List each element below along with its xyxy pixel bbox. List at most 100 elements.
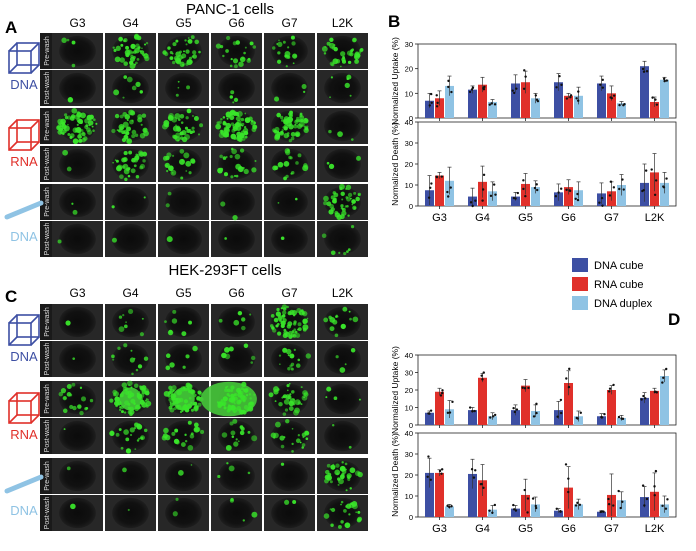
- fluorescence-dot: [192, 54, 197, 59]
- fluorescence-dot: [335, 355, 339, 359]
- fluorescence-dot: [296, 116, 300, 121]
- fluorescence-dot: [238, 408, 242, 412]
- fluorescence-dot: [186, 108, 192, 114]
- data-point: [608, 387, 612, 390]
- fluorescence-dot: [188, 389, 192, 393]
- fluorescence-dot: [139, 90, 143, 94]
- fluorescence-dot: [85, 124, 89, 128]
- fluorescence-dot: [164, 320, 167, 324]
- fluorescence-dot: [290, 362, 295, 367]
- cube-edge: [8, 392, 18, 402]
- data-point: [536, 188, 539, 192]
- fluorescence-dot: [188, 320, 192, 325]
- row-label-strip: [40, 108, 52, 144]
- fluorescence-dot: [230, 133, 237, 140]
- fluorescence-dot: [299, 441, 302, 444]
- fluorescence-dot: [114, 159, 117, 162]
- fluorescence-dot: [182, 63, 185, 66]
- bar: [617, 418, 626, 425]
- data-point: [567, 477, 570, 480]
- fluorescence-dot: [331, 62, 335, 67]
- bar: [445, 85, 454, 118]
- fluorescence-dot: [252, 45, 257, 49]
- data-point: [535, 98, 539, 101]
- y-tick-label: 20: [405, 65, 413, 74]
- data-point: [565, 97, 569, 100]
- fluorescence-dot: [139, 393, 145, 399]
- fluorescence-dot: [193, 422, 199, 428]
- fluorescence-dot: [115, 404, 118, 408]
- fluorescence-dot: [237, 440, 240, 443]
- bar: [531, 411, 540, 425]
- fluorescence-dot: [280, 444, 285, 449]
- data-point: [653, 485, 656, 488]
- fluorescence-dot: [302, 318, 308, 324]
- fluorescence-dot: [225, 156, 228, 158]
- fluorescence-dot: [184, 439, 188, 443]
- x-tick-label: G5: [518, 523, 533, 535]
- fluorescence-dot: [136, 392, 140, 396]
- duplex-strand: [4, 474, 44, 494]
- fluorescence-dot: [143, 428, 148, 433]
- fluorescence-dot: [71, 202, 74, 205]
- fluorescence-dot: [116, 400, 122, 406]
- column-label: G7: [281, 286, 297, 300]
- fluorescence-dot: [115, 432, 120, 437]
- data-point: [514, 509, 518, 512]
- fluorescence-dot: [346, 50, 353, 56]
- data-point: [469, 201, 473, 204]
- data-point: [522, 87, 526, 91]
- data-point: [513, 410, 517, 414]
- spot: [59, 148, 96, 180]
- data-point: [441, 389, 444, 392]
- fluorescence-dot: [248, 116, 253, 122]
- fluorescence-dot: [350, 225, 355, 229]
- fluorescence-dot: [233, 319, 240, 326]
- data-point: [446, 504, 449, 508]
- data-point: [653, 493, 656, 497]
- fluorescence-dot: [217, 403, 222, 409]
- fluorescence-dot: [168, 165, 174, 172]
- fluorescence-dot: [347, 248, 351, 252]
- fluorescence-dot: [138, 391, 141, 393]
- fluorescence-dot: [69, 393, 73, 397]
- fluorescence-dot: [239, 148, 245, 153]
- fluorescence-dot: [235, 40, 240, 45]
- fluorescence-dot: [190, 408, 194, 412]
- data-point: [451, 400, 454, 404]
- fluorescence-dot: [242, 410, 247, 415]
- fluorescence-dot: [243, 404, 249, 410]
- fluorescence-dot: [62, 408, 68, 414]
- fluorescence-dot: [282, 317, 285, 320]
- fluorescence-dot: [291, 41, 296, 46]
- fluorescence-dot: [246, 58, 251, 63]
- fluorescence-dot: [197, 133, 201, 136]
- fluorescence-dot: [245, 388, 249, 392]
- data-point: [663, 79, 666, 83]
- spot: [271, 497, 308, 529]
- fluorescence-dot: [330, 207, 335, 212]
- fluorescence-dot: [181, 331, 187, 337]
- fluorescence-dot: [346, 250, 349, 254]
- data-point: [512, 196, 516, 200]
- data-point: [493, 503, 497, 507]
- fluorescence-dot: [291, 309, 298, 316]
- fluorescence-dot: [240, 411, 243, 414]
- construct-label: DNA: [10, 349, 38, 364]
- fluorescence-dot: [279, 131, 284, 136]
- fluorescence-dot: [119, 393, 124, 398]
- cube-edge: [30, 119, 40, 129]
- data-point: [576, 198, 580, 202]
- fluorescence-dot: [247, 406, 254, 412]
- fluorescence-dot: [276, 59, 282, 64]
- fluorescence-dot: [169, 388, 174, 393]
- fluorescence-dot: [113, 48, 117, 52]
- fluorescence-dot: [127, 508, 130, 512]
- y-tick-label: 40: [405, 429, 413, 438]
- fluorescence-dot: [135, 174, 140, 179]
- bar: [531, 98, 540, 118]
- y-tick-label: 0: [409, 421, 413, 430]
- fluorescence-dot: [283, 328, 287, 332]
- fluorescence-dot: [133, 164, 137, 168]
- fluorescence-dot: [122, 96, 125, 99]
